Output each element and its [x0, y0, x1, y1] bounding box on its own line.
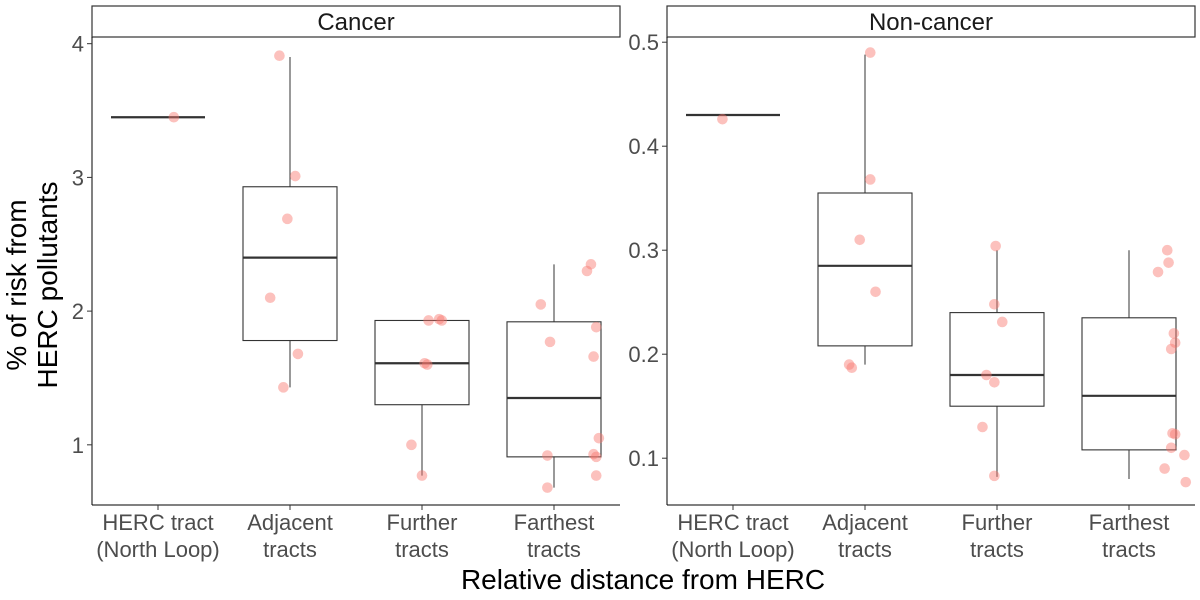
panel-title: Non-cancer [869, 9, 993, 36]
data-point [542, 450, 553, 461]
y-axis-title-line-2: HERC pollutants [32, 182, 63, 389]
y-tick-label: 0.5 [628, 30, 659, 55]
data-point [846, 362, 858, 374]
data-point [436, 315, 448, 326]
y-tick-label: 1 [72, 433, 84, 458]
data-point [1179, 449, 1190, 461]
data-point [989, 470, 1000, 482]
x-tick-label: tracts [527, 537, 581, 562]
data-point [274, 50, 285, 62]
data-point [989, 376, 1000, 388]
data-point [1180, 476, 1192, 488]
box-iqr [1081, 317, 1177, 451]
x-tick-label: tracts [1102, 537, 1156, 562]
y-axis-title-line-1: % of risk from [1, 199, 32, 370]
y-tick-label: 3 [72, 165, 84, 190]
data-point [292, 348, 304, 360]
panel-title: Cancer [317, 9, 394, 36]
data-point [406, 439, 417, 451]
x-tick-label: Adjacent [822, 510, 908, 535]
data-point [588, 351, 599, 362]
y-tick-label: 0.3 [628, 238, 659, 263]
x-axis-title: Relative distance from HERC [461, 564, 825, 595]
data-point [590, 451, 602, 463]
panel-non-cancer: Non-cancer 0.1 0.2 0.3 0.4 0.5 HERC tract(Nort… [628, 5, 1196, 562]
x-tick-label: (North Loop) [96, 537, 220, 562]
panel-strip [666, 5, 1196, 38]
data-point [870, 286, 881, 298]
data-point [542, 482, 553, 493]
data-point [1161, 244, 1173, 256]
data-point [1169, 428, 1181, 440]
data-point [593, 432, 605, 444]
data-point [535, 299, 547, 310]
data-point [1165, 343, 1177, 355]
data-point [864, 47, 876, 58]
box-iqr [949, 312, 1045, 407]
data-point [996, 316, 1008, 328]
data-point [977, 421, 988, 433]
data-point [585, 259, 597, 270]
y-tick-label: 0.2 [628, 342, 659, 367]
x-tick-label: Adjacent [247, 510, 333, 535]
data-point [419, 357, 430, 369]
data-point [278, 382, 289, 393]
data-point [264, 292, 276, 304]
data-point [588, 448, 599, 460]
data-point [168, 111, 180, 123]
data-point [1152, 266, 1164, 278]
data-point [717, 113, 728, 125]
box-iqr [506, 321, 602, 458]
data-point [1159, 463, 1170, 474]
x-tick-label: Further [962, 510, 1033, 535]
data-point [590, 321, 602, 333]
x-tick-label: Farthest [514, 510, 595, 535]
data-point [289, 170, 301, 182]
panel-strip [91, 5, 621, 38]
data-point [854, 234, 866, 246]
y-tick-label: 0.1 [628, 446, 659, 471]
x-tick-label: Farthest [1089, 510, 1170, 535]
y-tick-label: 4 [72, 32, 84, 57]
data-point [282, 213, 293, 225]
x-tick-label: tracts [263, 537, 317, 562]
data-point [843, 359, 855, 370]
data-point [981, 369, 992, 381]
x-tick-label: tracts [838, 537, 892, 562]
x-tick-label: HERC tract [102, 510, 213, 535]
data-point [990, 240, 1001, 252]
data-point [864, 174, 876, 185]
x-tick-label: tracts [395, 537, 449, 562]
data-point [1165, 442, 1177, 454]
data-point [989, 298, 1000, 310]
box-iqr [817, 192, 913, 347]
data-point [421, 359, 433, 370]
data-point [416, 470, 428, 481]
data-point [1168, 328, 1180, 339]
x-tick-label: Further [387, 510, 458, 535]
x-tick-label: tracts [970, 537, 1024, 562]
data-point [581, 265, 593, 277]
x-tick-label: (North Loop) [671, 537, 795, 562]
data-point [1163, 257, 1174, 268]
x-tick-label: HERC tract [677, 510, 788, 535]
data-point [1169, 337, 1181, 349]
data-point [544, 336, 556, 348]
box-iqr [242, 186, 338, 342]
panel-cancer: Cancer 1 2 3 4 HERC tract(North Loop) Adjacent… [72, 5, 621, 562]
data-point [433, 313, 445, 325]
data-point [1167, 427, 1178, 439]
y-tick-label: 2 [72, 299, 84, 324]
data-point [590, 470, 602, 481]
y-tick-label: 0.4 [628, 134, 659, 159]
data-point [423, 315, 434, 326]
